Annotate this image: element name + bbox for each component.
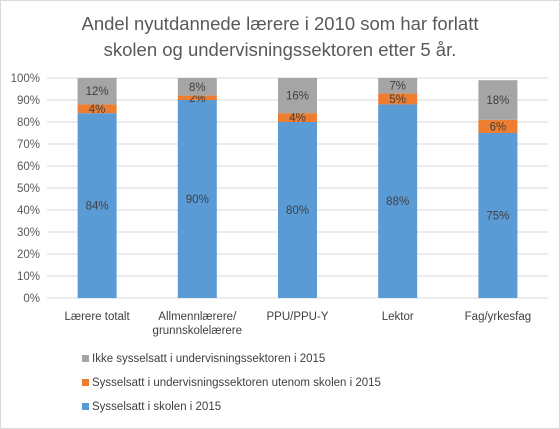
legend-swatch bbox=[82, 403, 89, 410]
bar-segment bbox=[478, 119, 518, 133]
y-tick-label: 90% bbox=[17, 95, 40, 107]
y-tick-label: 70% bbox=[17, 139, 40, 151]
y-tick-label: 0% bbox=[23, 293, 40, 305]
data-label: 90% bbox=[186, 194, 209, 206]
bar-segment bbox=[177, 100, 217, 298]
x-tick-label: Allmennlærere/ bbox=[158, 311, 237, 323]
data-label: 12% bbox=[86, 86, 109, 98]
bar-segment bbox=[278, 113, 317, 122]
data-label: 6% bbox=[490, 121, 507, 133]
data-label: 88% bbox=[386, 196, 409, 208]
x-tick-label: Lektor bbox=[382, 311, 414, 323]
bar-segment bbox=[478, 133, 518, 298]
legend-label: Sysselsatt i skolen i 2015 bbox=[92, 401, 221, 413]
data-label: 5% bbox=[389, 94, 406, 106]
data-label: 75% bbox=[486, 211, 509, 223]
data-label: 16% bbox=[286, 91, 309, 103]
x-tick-label: Lærere totalt bbox=[64, 311, 130, 323]
y-tick-label: 100% bbox=[11, 73, 40, 85]
data-label: 18% bbox=[486, 95, 509, 107]
bar-segment bbox=[478, 80, 518, 120]
bar-segment bbox=[77, 113, 117, 298]
x-axis: Lærere totalt Allmennlærere/grunnskolelær… bbox=[64, 311, 531, 337]
chart-title-line-2: skolen og undervisningssektoren etter 5 … bbox=[103, 39, 457, 60]
y-axis: 0% 10% 20% 30% 40% 50% 60% 70% 80% 90% 100% bbox=[11, 73, 40, 305]
legend-label: Sysselsatt i undervisningssektoren uteno… bbox=[92, 377, 381, 389]
data-label: 4% bbox=[89, 104, 106, 116]
y-tick-label: 40% bbox=[17, 205, 40, 217]
bar-segment bbox=[378, 93, 418, 105]
data-label: 84% bbox=[86, 201, 109, 213]
y-tick-label: 20% bbox=[17, 249, 40, 261]
x-tick-label: PPU/PPU-Y bbox=[267, 311, 329, 323]
y-tick-label: 80% bbox=[17, 117, 40, 129]
y-tick-label: 30% bbox=[17, 227, 40, 239]
bar-segment bbox=[177, 95, 217, 100]
bar-segment bbox=[278, 78, 317, 114]
y-tick-label: 50% bbox=[17, 183, 40, 195]
data-label: 8% bbox=[189, 82, 206, 94]
bar-segment bbox=[177, 78, 217, 96]
bars: 84% 4% 12% 90% 2%8% 80% 4% 16% 88% 5%7% 75% 6% 18% bbox=[77, 78, 518, 299]
legend-label: Ikke sysselsatt i undervisningssektoren … bbox=[92, 353, 325, 365]
y-tick-label: 60% bbox=[17, 161, 40, 173]
data-label: 4% bbox=[289, 113, 306, 125]
bar-segment bbox=[378, 78, 418, 94]
bar-segment bbox=[77, 104, 117, 114]
data-label: 80% bbox=[286, 205, 309, 217]
legend-swatch bbox=[82, 355, 89, 362]
x-tick-label: grunnskolelærere bbox=[153, 325, 243, 337]
bar-segment bbox=[77, 78, 117, 105]
legend-swatch bbox=[82, 379, 89, 386]
bar-segment bbox=[278, 122, 317, 298]
y-tick-label: 10% bbox=[17, 271, 40, 283]
chart-title-line-1: Andel nyutdannede lærere i 2010 som har … bbox=[81, 13, 479, 34]
legend: Ikke sysselsatt i undervisningssektoren … bbox=[82, 353, 381, 413]
data-label: 2% bbox=[189, 93, 206, 105]
x-tick-label: Fag/yrkesfag bbox=[465, 311, 531, 323]
data-label: 7% bbox=[389, 81, 406, 93]
bar-segment bbox=[378, 104, 418, 299]
